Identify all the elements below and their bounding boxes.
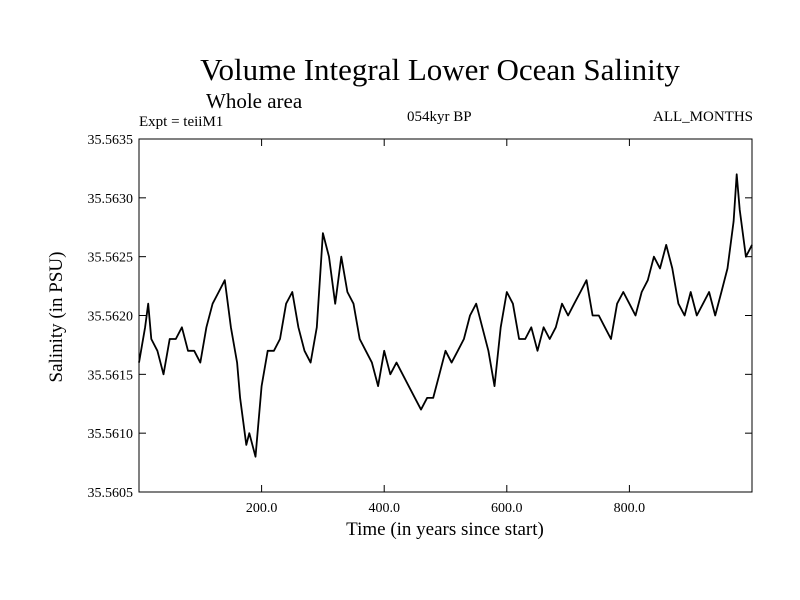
experiment-label: Expt = teiiM1 xyxy=(139,114,224,130)
x-tick-label: 400.0 xyxy=(368,501,400,516)
plot-frame xyxy=(138,138,753,493)
y-tick-label: 35.5630 xyxy=(88,192,134,207)
y-tick-label: 35.5625 xyxy=(88,251,134,266)
y-tick-label: 35.5620 xyxy=(88,310,134,325)
x-tick-label: 800.0 xyxy=(614,501,646,516)
salinity-series-line xyxy=(138,173,753,458)
chart-title: Volume Integral Lower Ocean Salinity xyxy=(200,52,680,87)
y-axis-label: Salinity (in PSU) xyxy=(46,251,67,383)
y-tick-label: 35.5635 xyxy=(88,133,134,148)
chart-subtitle: Whole area xyxy=(206,89,303,113)
months-label: ALL_MONTHS xyxy=(653,109,753,125)
y-tick-label: 35.5610 xyxy=(88,427,134,442)
x-axis-label: Time (in years since start) xyxy=(346,519,544,540)
period-label: 054kyr BP xyxy=(407,109,472,125)
x-tick-label: 200.0 xyxy=(246,501,278,516)
x-tick-label: 600.0 xyxy=(491,501,523,516)
y-axis-ticks: 35.5605 35.5610 35.5615 35.5620 35.5625 35.56… xyxy=(88,133,752,501)
y-tick-label: 35.5615 xyxy=(88,368,134,383)
x-axis-ticks: 200.0 400.0 600.0 800.0 xyxy=(246,139,645,516)
y-tick-label: 35.5605 xyxy=(88,486,134,501)
